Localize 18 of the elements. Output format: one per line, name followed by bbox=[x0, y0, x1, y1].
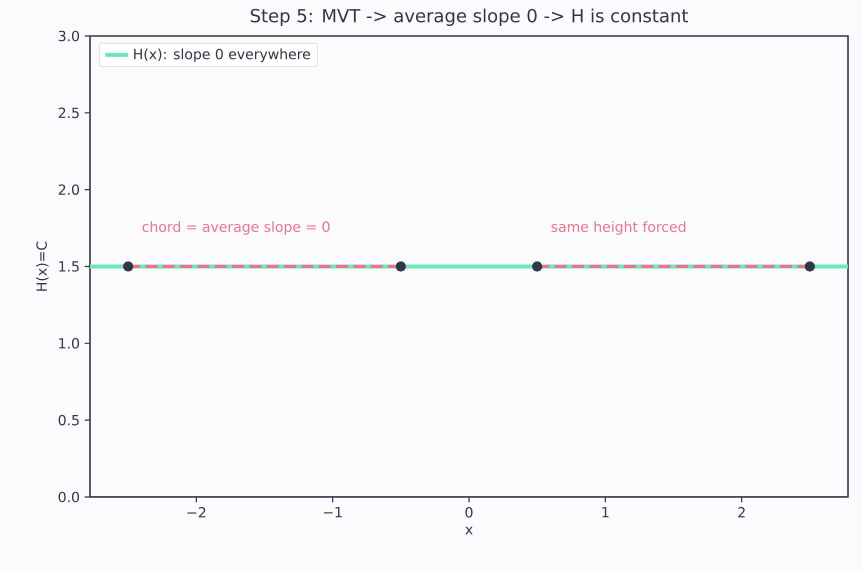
y-axis-title: H(x)=C bbox=[36, 242, 49, 291]
legend-label: H(x): slope 0 everywhere bbox=[134, 48, 310, 62]
annotation: chord = average slope = 0 bbox=[142, 221, 330, 235]
y-tick-label: 1.0 bbox=[59, 338, 80, 349]
y-tick-label: 2.0 bbox=[58, 184, 80, 195]
x-axis-title: x bbox=[465, 526, 473, 534]
x-tick-label: −1 bbox=[324, 507, 342, 518]
y-tick-label: 0.5 bbox=[58, 414, 79, 426]
y-tick-label: 3.0 bbox=[58, 30, 80, 42]
x-tick-label: 1 bbox=[602, 507, 608, 518]
x-tick-label: 0 bbox=[465, 507, 473, 518]
x-tick-label: −2 bbox=[188, 507, 206, 518]
y-tick-label: 2.5 bbox=[58, 108, 79, 118]
y-tick-label: 1.5 bbox=[59, 261, 79, 272]
y-tick-label: 0.0 bbox=[58, 492, 80, 502]
annotation: same height forced bbox=[552, 221, 686, 235]
chart-title: Step 5: MVT -> average slope 0 -> H is constant bbox=[250, 8, 688, 26]
x-tick-label: 2 bbox=[738, 507, 745, 518]
